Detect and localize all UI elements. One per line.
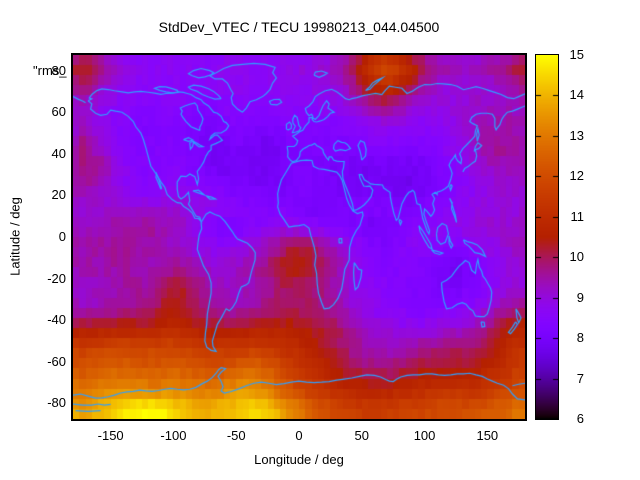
y-tick-label: 60	[51, 104, 66, 120]
colorbar-tick-label: 12	[569, 168, 584, 184]
y-tick-label: 80	[51, 62, 66, 78]
x-tick-label: 50	[354, 428, 369, 443]
x-axis-title: Longitude / deg	[254, 452, 344, 467]
colorbar-tick-label: 14	[569, 87, 584, 103]
rms-overlay-label: "rms_	[33, 63, 67, 78]
colorbar-tick-label: 15	[569, 47, 584, 62]
colorbar-tick-label: 13	[569, 127, 584, 143]
x-tick-label: 150	[476, 428, 499, 443]
y-tick-label: -80	[47, 395, 66, 411]
y-tick-label: 0	[58, 229, 66, 244]
colorbar-tick-label: 10	[569, 249, 584, 265]
x-tick-label: -50	[226, 428, 246, 443]
y-tick-label: 40	[51, 145, 66, 161]
colorbar-tick-label: 11	[570, 208, 585, 224]
y-tick-label: -40	[47, 312, 66, 328]
x-tick-label: -100	[160, 428, 187, 443]
colorbar-tick-label: 7	[576, 370, 584, 386]
x-tick-label: 0	[295, 428, 303, 443]
y-axis-title: Latitude / deg	[7, 197, 23, 276]
colorbar-canvas	[535, 54, 559, 420]
heatmap-canvas	[71, 53, 527, 421]
x-tick-label: 100	[413, 428, 436, 443]
y-tick-label: 20	[51, 187, 66, 203]
y-tick-label: -20	[47, 270, 66, 286]
plot-title: StdDev_VTEC / TECU 19980213_044.04500	[158, 19, 440, 35]
colorbar-tick-label: 9	[576, 289, 584, 305]
x-tick-label: -150	[97, 428, 124, 443]
colorbar-tick-label: 8	[576, 330, 584, 346]
colorbar-tick-label: 6	[576, 411, 584, 426]
y-tick-label: -60	[47, 353, 66, 369]
